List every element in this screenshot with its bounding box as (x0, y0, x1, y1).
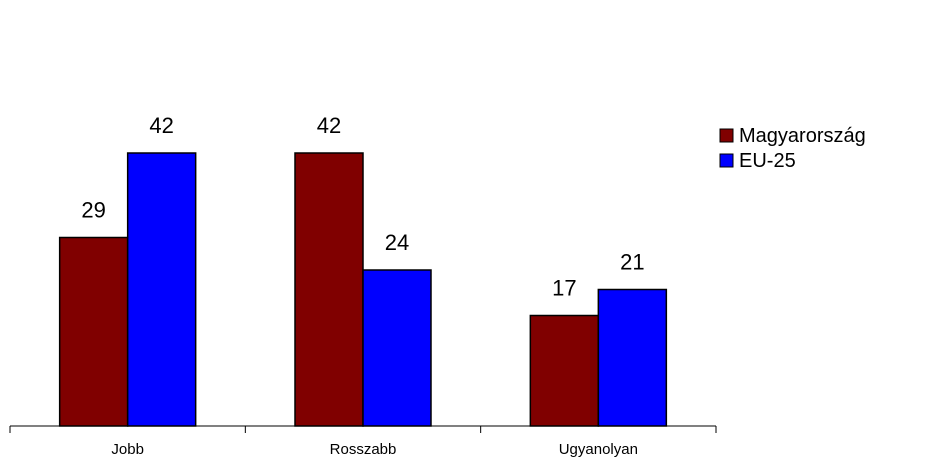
data-label: 42 (149, 113, 173, 138)
x-tick-label: Rosszabb (330, 441, 397, 458)
bar-jobb-1 (126, 152, 197, 427)
bar-rosszabb-0 (294, 152, 364, 427)
data-label: 21 (620, 250, 644, 275)
bar-jobb-0 (58, 236, 129, 427)
x-tick-label: Jobb (111, 441, 144, 458)
legend-swatch (719, 128, 734, 143)
bar-rosszabb-1 (362, 269, 432, 427)
legend: Magyarország EU-25 (719, 125, 866, 172)
data-label: 17 (552, 276, 576, 301)
x-tick-label: Ugyanolyan (559, 441, 638, 458)
bars-layer (58, 152, 668, 427)
bar-ugyanolyan-0 (529, 314, 600, 427)
bar-ugyanolyan-1 (597, 288, 668, 427)
data-label: 24 (385, 230, 409, 255)
data-label: 29 (81, 198, 105, 223)
x-axis: Jobb Rosszabb Ugyanolyan (9, 425, 717, 458)
legend-label: Magyarország (739, 125, 866, 147)
legend-label: EU-25 (739, 150, 796, 172)
data-label: 42 (317, 113, 341, 138)
data-labels-layer: 29 42 42 24 17 21 (81, 113, 644, 301)
legend-swatch (719, 153, 734, 168)
